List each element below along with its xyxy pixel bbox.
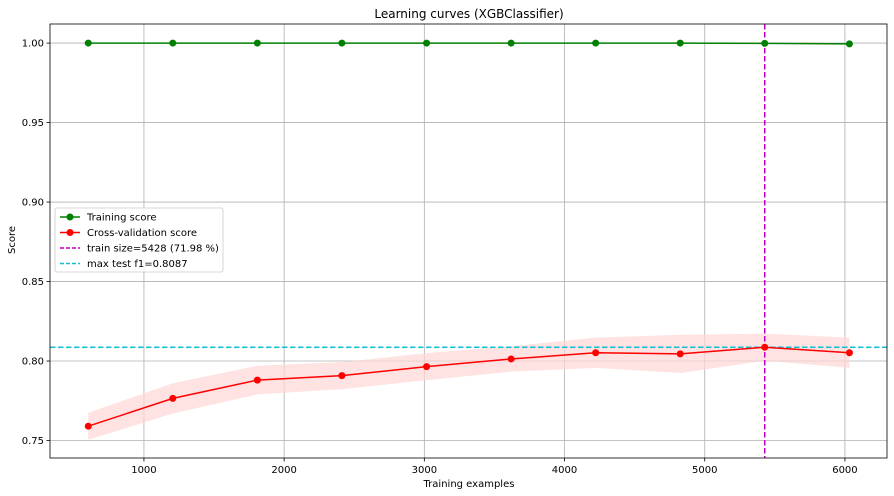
y-tick-label: 1.00 <box>22 39 44 50</box>
legend-marker <box>66 213 74 221</box>
series-line <box>88 42 850 45</box>
data-point <box>845 40 853 48</box>
data-point <box>84 39 92 47</box>
y-tick-label: 0.80 <box>22 357 44 368</box>
axis-ticks: 1000 2000 3000 4000 5000 6000 0.75 0.80 0.85 0.90… <box>22 39 858 476</box>
x-axis-label: Training examples <box>423 479 515 490</box>
y-tick-label: 0.85 <box>22 277 44 288</box>
data-point <box>169 39 177 47</box>
series-lines <box>84 39 853 430</box>
data-point <box>845 349 853 357</box>
data-point <box>761 39 769 47</box>
legend-label: Cross-validation score <box>87 228 197 239</box>
data-point <box>338 39 346 47</box>
data-point <box>253 39 261 47</box>
data-point <box>592 349 600 357</box>
data-point <box>253 376 261 384</box>
legend-box <box>54 207 224 273</box>
data-point <box>169 394 177 402</box>
legend-marker <box>66 229 74 236</box>
legend-label: max test f1=0.8087 <box>87 259 188 270</box>
data-point <box>84 422 92 430</box>
data-point <box>761 343 769 351</box>
data-point <box>676 350 684 358</box>
series-line <box>88 346 850 427</box>
y-tick-label: 0.75 <box>22 436 44 447</box>
x-tick-label: 6000 <box>832 465 857 476</box>
x-tick-label: 3000 <box>412 465 437 476</box>
data-point <box>423 363 431 371</box>
axes-border <box>49 23 888 459</box>
x-tick-label: 2000 <box>271 465 296 476</box>
x-tick-label: 5000 <box>692 465 717 476</box>
x-tick-label: 1000 <box>131 465 156 476</box>
legend-label: train size=5428 (71.98 %) <box>87 244 219 255</box>
x-tick-label: 4000 <box>552 465 577 476</box>
y-tick-label: 0.90 <box>22 198 44 209</box>
y-axis-label: Score <box>7 226 18 254</box>
reference-lines <box>50 24 887 458</box>
data-point <box>338 372 346 380</box>
grid-lines <box>50 24 887 458</box>
y-tick-label: 0.95 <box>22 118 44 129</box>
data-point <box>507 355 515 363</box>
data-point <box>676 39 684 47</box>
std-band <box>88 333 850 440</box>
data-point <box>592 39 600 47</box>
chart-title: Learning curves (XGBClassifier) <box>374 7 563 21</box>
legend: Training score Cross-validation score trai… <box>54 207 224 273</box>
data-point <box>423 39 431 47</box>
plot-frame <box>49 23 888 459</box>
legend-label: Training score <box>86 213 157 224</box>
data-point <box>507 39 515 47</box>
